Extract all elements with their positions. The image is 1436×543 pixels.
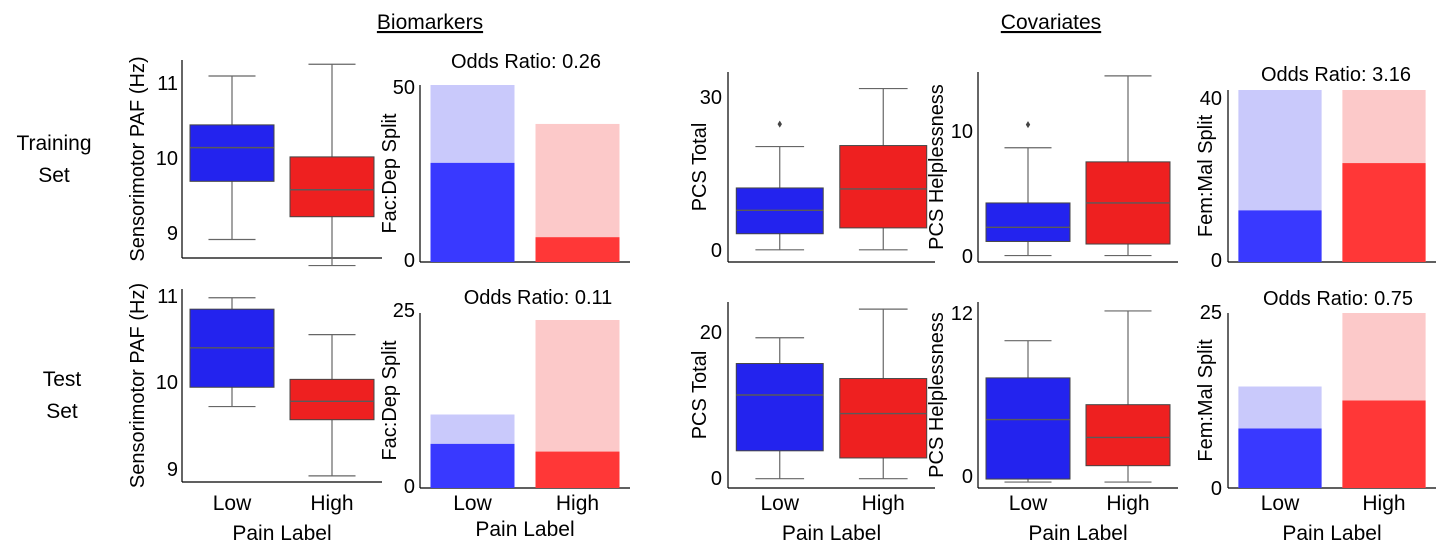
y-axis-label: PCS Helplessness: [926, 84, 948, 250]
biomarkers-header: Biomarkers: [377, 11, 483, 34]
row-label-test-1: Test: [43, 368, 82, 391]
bar-part-high: [535, 451, 620, 488]
y-axis-label: Sensorimotor PAF (Hz): [127, 56, 149, 261]
chart-panels: 9 10 11 Sensorimotor PAF (Hz) 9 10 11 Sensorimo…: [127, 51, 1436, 543]
chart-fac-test: 0 25 Fac:Dep Split Odds Ratio: 0.11 Low High P…: [379, 287, 630, 541]
chart-title: Odds Ratio: 3.16: [1261, 64, 1411, 86]
outlier-point: [1025, 121, 1031, 129]
x-tick-label: Low: [453, 492, 492, 515]
row-label-test-2: Set: [46, 400, 78, 423]
y-tick-label: 0: [404, 250, 415, 272]
x-tick-label: Low: [760, 492, 799, 515]
y-axis-label: PCS Total: [689, 351, 711, 440]
covariates-header: Covariates: [1001, 11, 1101, 34]
y-tick-label: 0: [962, 246, 973, 268]
y-tick-label: 0: [1211, 478, 1222, 500]
x-tick-label: Low: [1261, 492, 1300, 515]
box-low: [735, 363, 824, 452]
x-tick-label: High: [862, 492, 905, 515]
y-axis-label: Fac:Dep Split: [379, 113, 401, 233]
box-high: [1085, 404, 1171, 467]
y-tick-label: 10: [951, 121, 973, 143]
x-tick-label: High: [310, 492, 353, 515]
x-axis-label: Pain Label: [782, 522, 881, 543]
chart-paf-train: 9 10 11 Sensorimotor PAF (Hz): [127, 56, 382, 267]
y-tick-label: 40: [1200, 88, 1222, 110]
y-tick-label: 10: [156, 372, 178, 394]
outlier-point: [777, 120, 782, 128]
bar-part-high: [1342, 163, 1426, 262]
chart-fac-train: 0 50 Fac:Dep Split Odds Ratio: 0.26: [379, 51, 630, 272]
x-axis-label: Pain Label: [1028, 522, 1127, 543]
y-axis-label: Sensorimotor PAF (Hz): [127, 283, 149, 488]
chart-title: Odds Ratio: 0.11: [464, 287, 613, 309]
x-axis-label: Pain Label: [475, 518, 574, 541]
y-tick-label: 12: [951, 303, 973, 325]
chart-pcs-total-test: 0 20 PCS Total Low High Pain Label: [689, 302, 935, 543]
box-low: [985, 202, 1071, 242]
x-axis-label: Pain Label: [1282, 522, 1381, 543]
y-tick-label: 11: [157, 286, 178, 308]
y-axis-label: Fem:Mal Split: [1195, 339, 1217, 462]
chart-title: Odds Ratio: 0.75: [1263, 288, 1413, 310]
y-axis-label: Fem:Mal Split: [1195, 114, 1217, 237]
y-tick-label: 0: [404, 476, 415, 498]
bar-part-low: [430, 443, 515, 488]
y-tick-label: 50: [393, 77, 415, 99]
y-tick-label: 9: [167, 223, 178, 245]
row-label-training-1: Training: [16, 132, 91, 155]
bar-part-low: [1238, 210, 1322, 262]
y-tick-label: 25: [1200, 302, 1222, 324]
box-high: [289, 156, 375, 218]
x-tick-label: High: [1106, 492, 1149, 515]
chart-pcs-total-train: 0 30 PCS Total: [689, 72, 935, 263]
row-label-training-2: Set: [38, 164, 70, 187]
bar-part-high: [535, 237, 620, 262]
box-low: [985, 377, 1071, 480]
x-axis-label: Pain Label: [232, 522, 331, 543]
y-tick-label: 0: [1211, 250, 1222, 272]
x-tick-label: Low: [213, 492, 252, 515]
y-axis-label: Fac:Dep Split: [379, 340, 401, 460]
x-tick-label: Low: [1009, 492, 1048, 515]
y-tick-label: 30: [700, 87, 722, 109]
box-low: [189, 124, 275, 182]
chart-paf-test: 9 10 11 Sensorimotor PAF (Hz) Low High Pain La…: [127, 283, 382, 543]
y-tick-label: 25: [393, 300, 415, 322]
y-axis-label: PCS Helplessness: [926, 312, 948, 478]
x-tick-label: High: [556, 492, 599, 515]
y-axis-label: PCS Total: [689, 123, 711, 212]
x-tick-label: High: [1362, 492, 1405, 515]
box-high: [289, 378, 375, 421]
y-tick-label: 11: [157, 73, 178, 95]
chart-fem-train: 0 40 Fem:Mal Split Odds Ratio: 3.16: [1195, 64, 1436, 272]
bar-part-low: [430, 162, 515, 262]
y-tick-label: 10: [156, 148, 178, 170]
y-tick-label: 0: [962, 466, 973, 488]
bar-part-low: [1238, 428, 1322, 488]
bar-part-high: [1342, 400, 1426, 488]
chart-fem-test: 0 25 Fem:Mal Split Odds Ratio: 0.75 Low High P…: [1195, 288, 1436, 543]
box-high: [839, 145, 928, 229]
y-tick-label: 9: [167, 459, 178, 481]
y-tick-label: 0: [711, 468, 722, 490]
y-tick-label: 20: [700, 322, 722, 344]
box-high: [839, 378, 928, 459]
chart-title: Odds Ratio: 0.26: [451, 51, 601, 73]
y-tick-label: 0: [711, 240, 722, 262]
